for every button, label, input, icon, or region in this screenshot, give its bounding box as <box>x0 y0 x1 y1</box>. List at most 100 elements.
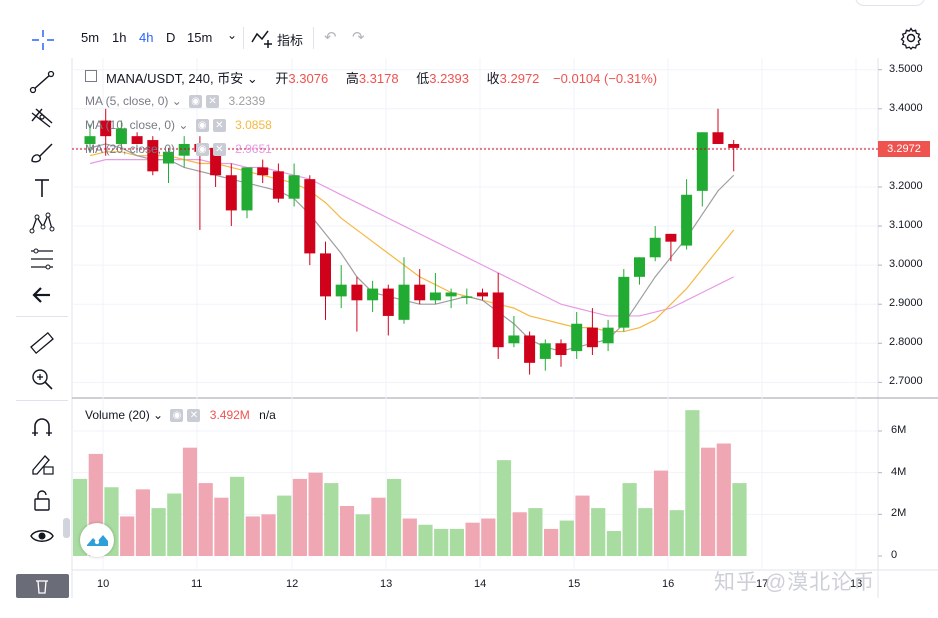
fib-retracement-icon[interactable] <box>28 245 56 273</box>
trash-button[interactable] <box>16 574 69 598</box>
candle-body <box>241 167 253 211</box>
interval-dropdown-chevron-icon[interactable]: ⌄ <box>227 28 238 42</box>
visibility-icon[interactable]: ◉ <box>170 409 184 423</box>
lock-drawing-pencil-icon[interactable] <box>28 450 56 478</box>
text-tool-icon[interactable] <box>28 174 56 202</box>
volume-label: Volume (20) <box>85 408 150 422</box>
price-tick-label: 3.4000 <box>889 101 923 114</box>
pitchfork-icon[interactable] <box>28 103 56 131</box>
candle-body <box>288 175 300 199</box>
indicators-icon[interactable] <box>250 28 274 48</box>
indicator-ma5[interactable]: MA (5, close, 0) ⌄ ◉ ✕ 3.2339 <box>85 94 266 109</box>
price-tick-label: 3.5000 <box>889 62 923 75</box>
visibility-icon[interactable]: ◉ <box>189 95 203 109</box>
pattern-icon[interactable] <box>28 209 56 237</box>
volume-bar <box>214 497 229 556</box>
volume-bar <box>528 508 543 556</box>
remove-icon[interactable]: ✕ <box>187 409 201 423</box>
candle-body <box>618 276 630 328</box>
open-value: 3.3076 <box>288 71 329 86</box>
candle-body <box>351 284 363 301</box>
zoom-in-icon[interactable] <box>28 365 56 393</box>
date-tick-label: 14 <box>474 578 487 590</box>
candle-body <box>131 136 143 144</box>
ma5-line <box>89 143 735 352</box>
interval-d[interactable]: D <box>166 30 176 45</box>
eye-icon[interactable] <box>28 522 56 550</box>
candle-body <box>147 140 159 172</box>
redo-icon[interactable]: ↷ <box>352 29 365 46</box>
trend-line-icon[interactable] <box>28 68 56 96</box>
remove-icon[interactable]: ✕ <box>212 119 226 133</box>
price-tick-label: 3.1000 <box>889 219 923 232</box>
volume-bar <box>387 478 402 556</box>
candle-body <box>210 147 222 176</box>
volume-bar <box>449 528 464 556</box>
candle-body <box>508 335 520 344</box>
lock-icon[interactable] <box>28 486 56 514</box>
candle-body <box>634 257 645 277</box>
date-tick-label: 13 <box>380 578 393 590</box>
interval-4h[interactable]: 4h <box>139 30 154 45</box>
volume-bar <box>591 508 606 556</box>
candle-body <box>414 284 426 301</box>
symbol-label[interactable]: MANA/USDT, 240, 币安 <box>106 71 244 86</box>
volume-bar <box>308 472 323 556</box>
brush-icon[interactable] <box>28 139 56 167</box>
candle-body <box>429 292 441 301</box>
symbol-chevron-icon[interactable]: ⌄ <box>243 71 258 86</box>
interval-1h[interactable]: 1h <box>112 30 127 45</box>
price-tick-label: 2.8000 <box>889 336 923 349</box>
volume-tick-label: 4M <box>891 465 907 478</box>
volume-bar <box>324 483 339 556</box>
date-tick-label: 17 <box>756 578 769 590</box>
candle-body <box>665 233 677 242</box>
ruler-icon[interactable] <box>28 329 56 357</box>
remove-icon[interactable]: ✕ <box>212 143 226 157</box>
interval-5m[interactable]: 5m <box>81 30 100 45</box>
candle-body <box>445 292 457 297</box>
volume-bar <box>512 512 527 556</box>
crosshair-icon[interactable] <box>30 28 56 52</box>
indicator-ma10[interactable]: MA (10, close, 0) ⌄ ◉ ✕ 3.0858 <box>85 118 272 133</box>
date-tick-label: 15 <box>568 578 581 590</box>
remove-icon[interactable]: ✕ <box>206 95 220 109</box>
volume-bar <box>402 518 417 556</box>
pane-resize-handle[interactable] <box>63 518 70 538</box>
price-tick-label: 3.0000 <box>889 258 923 271</box>
volume-bar <box>261 514 276 556</box>
interval-15m[interactable]: 15m <box>187 30 213 45</box>
settings-gear-icon[interactable] <box>899 26 923 50</box>
candle-body <box>84 136 96 144</box>
back-arrow-icon[interactable] <box>28 281 56 309</box>
price-tick-label: 3.2000 <box>889 179 923 192</box>
trash-icon <box>36 580 48 594</box>
legend-collapse-icon[interactable] <box>85 70 97 82</box>
magnet-icon[interactable] <box>28 414 56 442</box>
tradingview-logo[interactable] <box>80 523 114 557</box>
volume-bar <box>418 524 433 556</box>
volume-legend[interactable]: Volume (20) ⌄ ◉ ✕ 3.492M n/a <box>85 408 276 423</box>
undo-icon[interactable]: ↶ <box>324 29 337 46</box>
drawing-toolbar <box>0 58 70 598</box>
volume-extra: n/a <box>259 408 276 422</box>
volume-tick-label: 6M <box>891 424 907 436</box>
visibility-icon[interactable]: ◉ <box>195 143 209 157</box>
candle-body <box>586 327 598 348</box>
volume-bar <box>339 506 355 556</box>
indicator-ma20[interactable]: MA (20, close, 0) ⌄ ◉ ✕ 2.9651 <box>85 142 272 157</box>
volume-bar <box>198 483 213 556</box>
volume-bar <box>371 497 386 556</box>
indicators-button[interactable]: 指标 <box>277 33 304 48</box>
candle-body <box>398 284 410 320</box>
series-legend: MANA/USDT, 240, 币安 ⌄ 开3.3076 高3.3178 低3.… <box>106 68 657 87</box>
visibility-icon[interactable]: ◉ <box>195 119 209 133</box>
date-tick-label: 13 <box>850 578 863 590</box>
candle-body <box>461 296 473 298</box>
volume-value: 3.492M <box>209 408 250 422</box>
candle-body <box>524 335 536 363</box>
candle-body <box>367 288 379 301</box>
volume-bar <box>653 470 669 556</box>
ma20-line <box>89 159 734 317</box>
